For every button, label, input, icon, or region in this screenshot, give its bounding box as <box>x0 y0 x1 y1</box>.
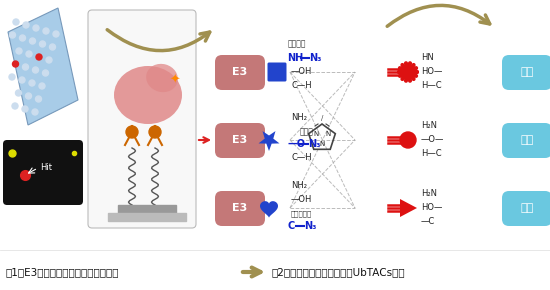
Circle shape <box>9 32 15 38</box>
Bar <box>118 205 176 213</box>
Text: H₂N: H₂N <box>421 189 437 198</box>
Polygon shape <box>260 201 278 218</box>
Circle shape <box>39 83 45 89</box>
Text: —OH: —OH <box>291 195 312 204</box>
Ellipse shape <box>114 66 182 124</box>
Text: C—H: C—H <box>291 81 312 90</box>
Circle shape <box>43 28 49 34</box>
FancyBboxPatch shape <box>502 123 550 158</box>
Circle shape <box>401 65 415 79</box>
Text: NH₂: NH₂ <box>291 113 307 122</box>
FancyBboxPatch shape <box>215 191 265 226</box>
FancyArrowPatch shape <box>387 6 490 26</box>
Circle shape <box>13 19 19 25</box>
Text: ✦: ✦ <box>170 73 180 86</box>
Circle shape <box>36 96 41 102</box>
FancyBboxPatch shape <box>267 63 287 81</box>
Circle shape <box>23 22 29 28</box>
Text: （2）クリック複合化によるUbTACs創製: （2）クリック複合化によるUbTACs創製 <box>272 267 406 277</box>
Circle shape <box>16 48 22 54</box>
Text: N: N <box>320 141 324 147</box>
Circle shape <box>12 103 18 109</box>
Text: 水酸基: 水酸基 <box>300 128 314 137</box>
Circle shape <box>29 80 35 86</box>
Circle shape <box>42 70 48 76</box>
Circle shape <box>46 57 52 63</box>
Circle shape <box>126 126 138 138</box>
Text: C: C <box>287 221 294 231</box>
Text: HO—: HO— <box>421 68 442 77</box>
Text: —C: —C <box>421 217 435 226</box>
Text: N: N <box>326 131 331 137</box>
Text: E3: E3 <box>232 135 248 145</box>
Text: H—C: H—C <box>421 81 442 90</box>
Text: /: / <box>321 115 323 121</box>
Text: —O: —O <box>287 139 305 149</box>
Bar <box>108 213 186 221</box>
Circle shape <box>9 74 15 80</box>
Circle shape <box>19 77 25 83</box>
Circle shape <box>36 54 42 60</box>
Ellipse shape <box>146 64 178 92</box>
Circle shape <box>13 61 19 67</box>
Circle shape <box>149 126 161 138</box>
FancyArrowPatch shape <box>243 268 261 276</box>
Circle shape <box>23 64 29 70</box>
Circle shape <box>400 132 416 148</box>
Text: HO—: HO— <box>421 204 442 213</box>
Text: N₃: N₃ <box>304 221 316 231</box>
FancyBboxPatch shape <box>215 123 265 158</box>
Polygon shape <box>8 8 78 125</box>
Circle shape <box>30 38 36 44</box>
Text: 不活性結合: 不活性結合 <box>290 211 312 217</box>
Circle shape <box>25 93 31 99</box>
Text: HN: HN <box>421 53 434 63</box>
Polygon shape <box>400 199 417 217</box>
Text: N₃: N₃ <box>308 139 320 149</box>
Circle shape <box>33 25 39 31</box>
Circle shape <box>19 35 25 41</box>
Circle shape <box>22 106 28 112</box>
Text: N₃: N₃ <box>309 53 321 63</box>
Text: Hit: Hit <box>40 162 52 171</box>
Circle shape <box>32 67 38 73</box>
Circle shape <box>40 41 46 47</box>
FancyBboxPatch shape <box>215 55 265 90</box>
FancyBboxPatch shape <box>502 191 550 226</box>
Circle shape <box>53 31 59 37</box>
Text: C—H: C—H <box>291 153 312 162</box>
Circle shape <box>26 51 32 57</box>
FancyBboxPatch shape <box>3 140 83 205</box>
Text: NH: NH <box>287 53 303 63</box>
Circle shape <box>50 44 56 50</box>
Text: E3: E3 <box>232 67 248 77</box>
Text: 基質: 基質 <box>520 135 534 145</box>
Text: 基質: 基質 <box>520 203 534 213</box>
Circle shape <box>15 90 21 96</box>
Text: H₂N: H₂N <box>421 122 437 130</box>
FancyBboxPatch shape <box>502 55 550 90</box>
FancyBboxPatch shape <box>88 10 196 228</box>
Text: H—C: H—C <box>421 148 442 157</box>
Text: N: N <box>314 131 318 137</box>
Text: アミノ基: アミノ基 <box>288 39 306 48</box>
Text: —O—: —O— <box>421 135 444 144</box>
Text: （1）E3と基質分子の弾頭アレイ探索: （1）E3と基質分子の弾頭アレイ探索 <box>5 267 118 277</box>
Polygon shape <box>258 131 279 151</box>
Text: 基質: 基質 <box>520 67 534 77</box>
Text: —OH: —OH <box>291 68 312 77</box>
Text: E3: E3 <box>232 203 248 213</box>
Text: NH₂: NH₂ <box>291 182 307 191</box>
FancyArrowPatch shape <box>199 137 209 143</box>
FancyArrowPatch shape <box>107 30 210 51</box>
Circle shape <box>32 109 38 115</box>
